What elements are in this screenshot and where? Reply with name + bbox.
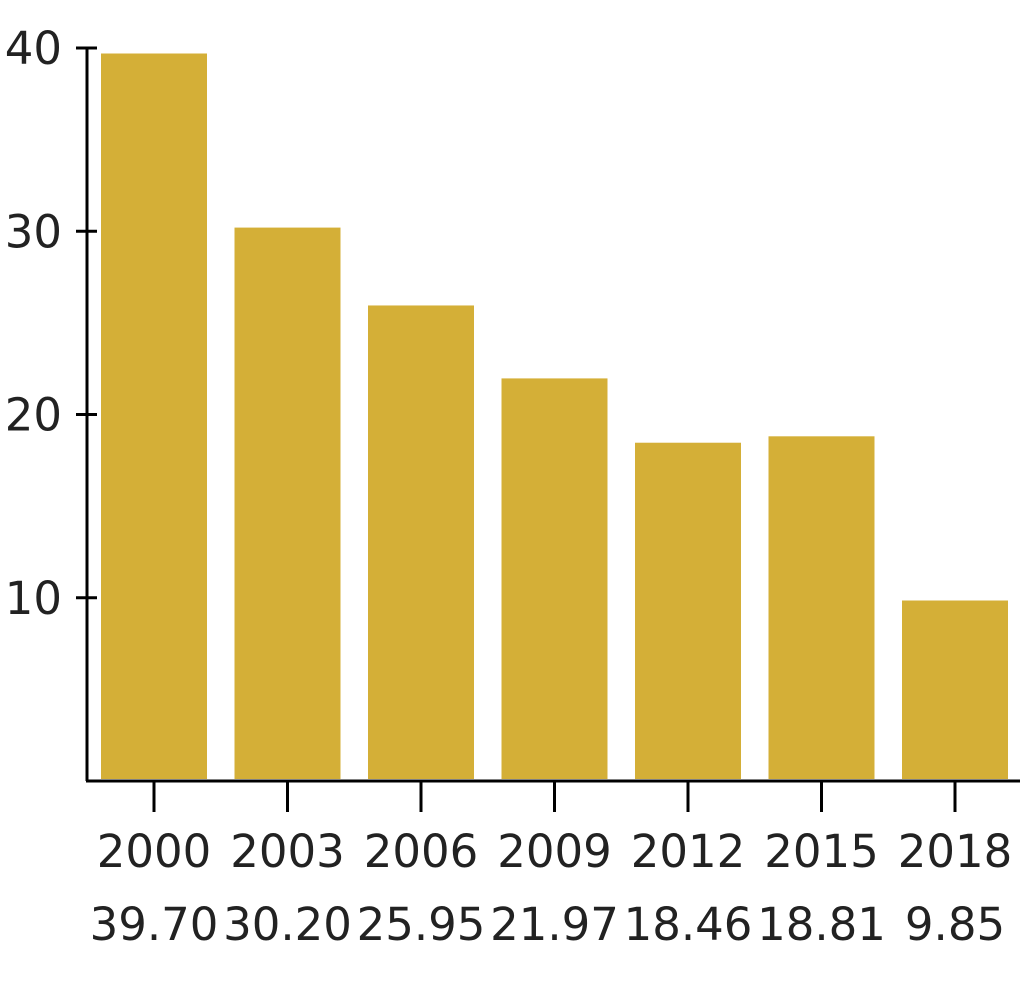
bar-2018 [902, 600, 1008, 779]
value-label: 9.85 [905, 898, 1005, 951]
bar-2009 [501, 378, 608, 779]
value-label: 18.46 [624, 898, 753, 951]
x-tick-label: 2012 [631, 825, 746, 878]
bar-2012 [635, 442, 741, 779]
y-tick-label: 30 [5, 205, 62, 258]
y-tick-label: 10 [5, 572, 62, 625]
value-label: 25.95 [357, 898, 486, 951]
x-tick-label: 2000 [97, 825, 212, 878]
value-label: 18.81 [757, 898, 886, 951]
value-label: 30.20 [223, 898, 352, 951]
value-label: 21.97 [490, 898, 619, 951]
y-tick-label: 40 [5, 22, 62, 75]
value-label: 39.70 [90, 898, 219, 951]
x-tick-label: 2006 [364, 825, 479, 878]
bar-2000 [101, 53, 207, 780]
x-tick-label: 2003 [230, 825, 345, 878]
y-ticks: 10 20 30 40 [5, 22, 97, 625]
x-tick-label: 2009 [497, 825, 612, 878]
y-tick-label: 20 [5, 389, 62, 442]
bar-2015 [768, 436, 875, 779]
bar-2003 [234, 227, 341, 779]
bars [101, 53, 1008, 780]
x-tick-label: 2015 [764, 825, 879, 878]
x-tick-label: 2018 [898, 825, 1013, 878]
bar-2006 [368, 305, 474, 779]
